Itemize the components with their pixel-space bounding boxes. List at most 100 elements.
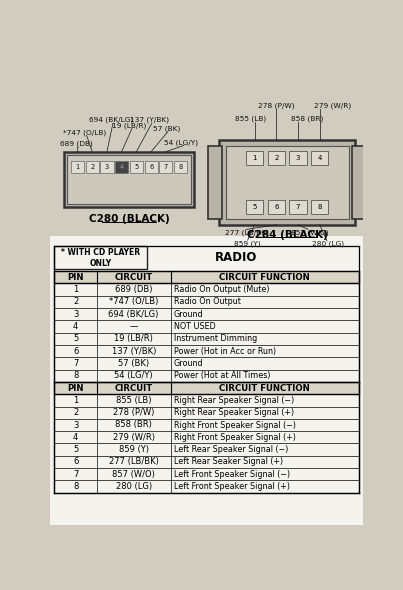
Text: 2: 2 <box>73 408 78 417</box>
Text: 278 (P/W): 278 (P/W) <box>113 408 154 417</box>
Text: 7: 7 <box>296 204 300 210</box>
Text: 3: 3 <box>105 164 109 170</box>
Text: Right Front Speaker Signal (−): Right Front Speaker Signal (−) <box>174 421 295 430</box>
Text: *747 (O/LB): *747 (O/LB) <box>63 129 106 136</box>
Text: 278 (P/W): 278 (P/W) <box>258 102 295 109</box>
Text: 858 (BR): 858 (BR) <box>115 421 152 430</box>
Text: 2: 2 <box>90 164 94 170</box>
Text: —: — <box>129 322 138 331</box>
Text: 7: 7 <box>73 470 78 478</box>
Text: C280 (BLACK): C280 (BLACK) <box>89 214 169 224</box>
Text: 689 (DB): 689 (DB) <box>60 140 93 147</box>
Text: 6: 6 <box>73 346 78 356</box>
Text: 19 (LB/R): 19 (LB/R) <box>114 335 153 343</box>
Text: RADIO: RADIO <box>215 251 258 264</box>
Bar <box>208 146 222 219</box>
Text: 3: 3 <box>296 155 300 161</box>
Bar <box>352 146 366 219</box>
Text: 280 (LG): 280 (LG) <box>312 241 344 247</box>
Bar <box>115 161 128 173</box>
Bar <box>311 200 328 214</box>
Text: 4: 4 <box>73 322 78 331</box>
Text: Right Front Speaker Signal (+): Right Front Speaker Signal (+) <box>174 433 295 442</box>
Text: 277 (LB/BK): 277 (LB/BK) <box>109 457 159 467</box>
Text: 694 (BK/LG): 694 (BK/LG) <box>108 310 159 319</box>
Text: 57 (BK): 57 (BK) <box>153 125 180 132</box>
Text: Left Rear Seaker Signal (+): Left Rear Seaker Signal (+) <box>174 457 283 467</box>
Bar <box>268 151 285 165</box>
Text: 689 (DB): 689 (DB) <box>115 285 152 294</box>
Text: 855 (LB): 855 (LB) <box>116 396 152 405</box>
Text: Right Rear Speaker Signal (−): Right Rear Speaker Signal (−) <box>174 396 294 405</box>
Text: 279 (W/R): 279 (W/R) <box>113 433 155 442</box>
Text: 7: 7 <box>73 359 78 368</box>
Text: 2: 2 <box>73 297 78 306</box>
Text: 7: 7 <box>164 164 168 170</box>
Text: * WITH CD PLAYER
ONLY: * WITH CD PLAYER ONLY <box>61 248 140 268</box>
Text: 137 (Y/BK): 137 (Y/BK) <box>130 117 169 123</box>
Bar <box>50 237 363 525</box>
Bar <box>246 200 263 214</box>
Text: C284 (BLACK): C284 (BLACK) <box>247 230 328 240</box>
Text: *747 (O/LB): *747 (O/LB) <box>109 297 158 306</box>
Bar <box>174 161 187 173</box>
Bar <box>289 151 307 165</box>
Text: 1: 1 <box>75 164 79 170</box>
Text: NOT USED: NOT USED <box>174 322 215 331</box>
Text: CIRCUIT: CIRCUIT <box>114 384 153 392</box>
Text: 694 (BK/LG): 694 (BK/LG) <box>89 117 133 123</box>
Bar <box>67 155 191 204</box>
Text: CIRCUIT FUNCTION: CIRCUIT FUNCTION <box>219 273 310 281</box>
Text: 1: 1 <box>73 285 78 294</box>
Text: 8: 8 <box>73 371 78 380</box>
Bar <box>145 161 158 173</box>
Text: 277 (LB/BK): 277 (LB/BK) <box>225 230 269 236</box>
Text: 4: 4 <box>318 155 322 161</box>
Bar <box>54 247 147 270</box>
Text: 2: 2 <box>274 155 278 161</box>
Bar <box>311 151 328 165</box>
Bar <box>159 161 172 173</box>
Text: 1: 1 <box>252 155 257 161</box>
Bar <box>219 140 355 225</box>
Bar <box>64 152 194 207</box>
Text: 857 (W/O): 857 (W/O) <box>291 230 328 236</box>
Text: 4: 4 <box>73 433 78 442</box>
Text: Radio On Output (Mute): Radio On Output (Mute) <box>174 285 269 294</box>
Text: 857 (W/O): 857 (W/O) <box>112 470 155 478</box>
Bar <box>71 161 84 173</box>
Text: 859 (Y): 859 (Y) <box>234 240 261 247</box>
Text: Right Rear Speaker Signal (+): Right Rear Speaker Signal (+) <box>174 408 294 417</box>
Text: 5: 5 <box>73 335 78 343</box>
Text: CIRCUIT FUNCTION: CIRCUIT FUNCTION <box>219 384 310 392</box>
Text: 57 (BK): 57 (BK) <box>118 359 149 368</box>
Text: Left Front Speaker Signal (+): Left Front Speaker Signal (+) <box>174 482 290 491</box>
Text: 6: 6 <box>149 164 153 170</box>
Text: Ground: Ground <box>174 359 203 368</box>
Text: Left Front Speaker Signal (−): Left Front Speaker Signal (−) <box>174 470 290 478</box>
Text: Power (Hot in Acc or Run): Power (Hot in Acc or Run) <box>174 346 276 356</box>
Text: 858 (BR): 858 (BR) <box>291 115 323 122</box>
Text: Left Rear Speaker Signal (−): Left Rear Speaker Signal (−) <box>174 445 288 454</box>
Text: 8: 8 <box>73 482 78 491</box>
Text: 4: 4 <box>120 164 124 170</box>
Text: 859 (Y): 859 (Y) <box>119 445 149 454</box>
Text: CIRCUIT: CIRCUIT <box>114 273 153 281</box>
Text: 1: 1 <box>73 396 78 405</box>
Bar <box>54 271 359 283</box>
Bar <box>85 161 99 173</box>
Text: 54 (LG/Y): 54 (LG/Y) <box>114 371 153 380</box>
Text: PIN: PIN <box>67 384 84 392</box>
Text: PIN: PIN <box>67 273 84 281</box>
Text: 6: 6 <box>274 204 278 210</box>
Text: 6: 6 <box>73 457 78 467</box>
Text: 5: 5 <box>73 445 78 454</box>
Text: 137 (Y/BK): 137 (Y/BK) <box>112 346 156 356</box>
Bar <box>246 151 263 165</box>
Bar <box>268 200 285 214</box>
Text: 5: 5 <box>134 164 139 170</box>
Text: Radio On Output: Radio On Output <box>174 297 241 306</box>
Text: 19 (LB/R): 19 (LB/R) <box>112 122 147 129</box>
Text: 3: 3 <box>73 421 78 430</box>
Bar <box>100 161 114 173</box>
